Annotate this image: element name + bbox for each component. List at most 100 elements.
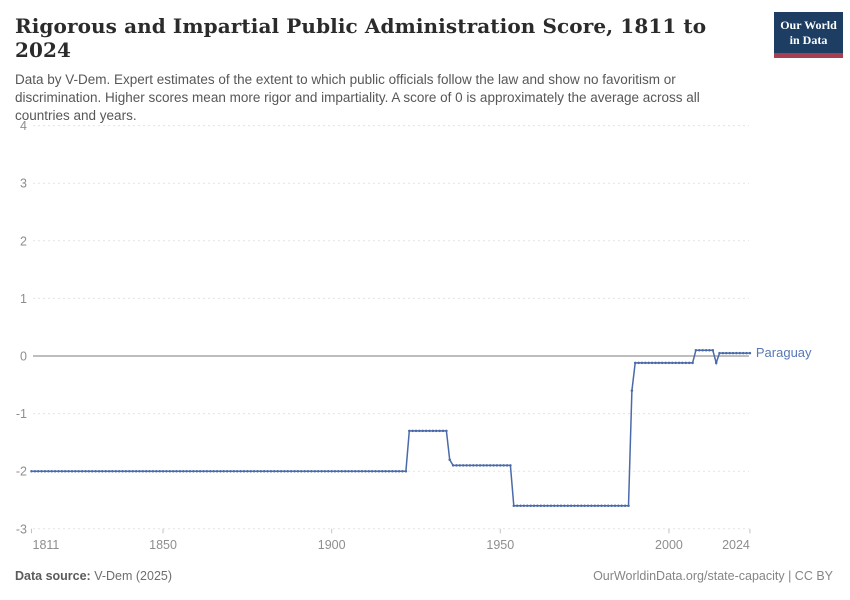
series-marker <box>391 469 394 473</box>
series-marker <box>664 361 667 365</box>
series-marker <box>303 469 306 473</box>
series-marker <box>205 469 209 473</box>
series-marker <box>337 469 340 473</box>
series-marker <box>569 504 573 508</box>
series-marker <box>111 469 114 473</box>
series-marker <box>148 469 151 473</box>
series-marker <box>121 469 124 473</box>
series-marker <box>347 469 350 473</box>
series-marker <box>613 504 617 508</box>
series-marker <box>677 361 681 365</box>
series-marker <box>165 469 168 473</box>
series-marker <box>485 464 489 467</box>
series-marker <box>606 504 610 508</box>
series-marker <box>428 429 431 433</box>
series-marker <box>617 504 620 508</box>
series-marker <box>455 464 458 467</box>
series-marker <box>546 504 549 508</box>
series-marker <box>536 504 539 508</box>
series-marker <box>448 458 451 461</box>
series-marker <box>401 469 404 473</box>
series-marker <box>499 464 502 467</box>
series-marker <box>195 469 199 473</box>
series-marker <box>370 469 374 473</box>
series-marker <box>694 348 698 352</box>
series-marker <box>519 504 522 508</box>
y-axis-tick-label: 2 <box>20 234 27 248</box>
series-marker <box>714 361 718 365</box>
series-marker <box>215 469 219 473</box>
series-marker <box>411 429 414 433</box>
series-marker <box>556 504 559 508</box>
series-marker <box>239 469 242 473</box>
x-axis-tick-label: 2000 <box>655 538 683 552</box>
series-marker <box>161 469 165 473</box>
series-marker <box>198 469 202 473</box>
series-marker <box>77 469 80 473</box>
series-marker <box>117 469 121 473</box>
series-marker <box>357 469 360 473</box>
series-marker <box>421 429 424 433</box>
series-marker <box>367 469 371 473</box>
series-marker <box>600 504 603 508</box>
series-marker <box>387 469 391 473</box>
x-axis-tick-label: 1850 <box>149 538 177 552</box>
series-marker <box>330 469 333 473</box>
footer-permalink[interactable]: OurWorldinData.org/state-capacity | CC B… <box>593 569 833 583</box>
series-marker <box>269 469 273 473</box>
series-marker <box>738 351 742 355</box>
series-marker <box>381 469 384 473</box>
series-marker <box>219 469 222 473</box>
series-marker <box>293 469 296 473</box>
series-marker <box>70 469 74 473</box>
series-marker <box>158 469 161 473</box>
series-marker <box>704 348 708 352</box>
series-marker <box>94 469 97 473</box>
series-marker <box>451 464 455 467</box>
series-marker <box>434 429 438 433</box>
data-source-label: Data source: <box>15 569 91 583</box>
series-marker <box>671 361 674 365</box>
x-axis-tick-label: 1950 <box>486 538 514 552</box>
series-marker <box>273 469 276 473</box>
series-marker <box>576 504 580 508</box>
series-marker <box>397 469 401 473</box>
series-marker <box>445 429 448 433</box>
entity-label[interactable]: Paraguay <box>756 345 812 360</box>
y-axis-tick-label: -1 <box>16 407 27 421</box>
series-marker <box>249 469 252 473</box>
series-marker <box>104 469 107 473</box>
series-marker <box>610 504 613 508</box>
series-marker <box>138 469 141 473</box>
series-marker <box>424 429 428 433</box>
series-marker <box>266 469 269 473</box>
series-marker <box>660 361 664 365</box>
owid-logo-line2: in Data <box>789 33 828 47</box>
series-marker <box>472 464 475 467</box>
owid-logo[interactable]: Our World in Data <box>774 12 843 58</box>
series-marker <box>566 504 570 508</box>
series-marker <box>441 429 445 433</box>
chart-subtitle: Data by V-Dem. Expert estimates of the e… <box>15 72 700 123</box>
series-paraguay[interactable] <box>30 348 752 508</box>
series-line[interactable] <box>31 349 750 507</box>
series-marker <box>553 504 556 508</box>
series-marker <box>101 469 104 473</box>
series-marker <box>232 469 236 473</box>
series-marker <box>252 469 256 473</box>
series-marker <box>438 429 441 433</box>
series-marker <box>279 469 283 473</box>
series-marker <box>262 469 266 473</box>
series-marker <box>144 469 148 473</box>
series-marker <box>134 469 138 473</box>
series-marker <box>182 469 185 473</box>
series-marker <box>47 469 50 473</box>
series-marker <box>522 504 526 508</box>
series-marker <box>384 469 387 473</box>
series-marker <box>418 429 421 433</box>
owid-logo-line1: Our World <box>780 18 837 32</box>
series-marker <box>350 469 354 473</box>
series-marker <box>209 469 212 473</box>
x-axis-tick-label: 1811 <box>33 538 60 552</box>
